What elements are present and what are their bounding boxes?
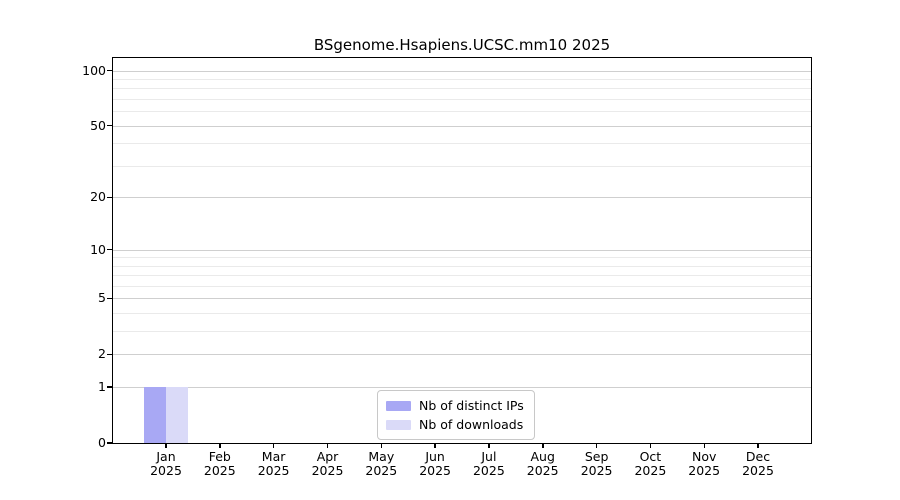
x-tick-label: Jul 2025 [454, 450, 524, 478]
major-gridline [113, 125, 811, 127]
x-tick-label: Feb 2025 [185, 450, 255, 478]
x-tick-month: Oct [639, 449, 662, 464]
minor-gridline [113, 257, 811, 259]
legend-swatch [386, 419, 411, 430]
x-tick-month: Feb [208, 449, 231, 464]
x-tick-month: Mar [261, 449, 286, 464]
x-tick-mark [326, 443, 329, 448]
x-tick-year: 2025 [634, 463, 667, 478]
y-tick-label: 20 [90, 189, 106, 205]
major-gridline [113, 197, 811, 199]
x-tick-label: Nov 2025 [669, 450, 739, 478]
x-tick-year: 2025 [203, 463, 236, 478]
y-tick-mark [107, 297, 112, 300]
bar-nb-of-distinct-ips [144, 387, 166, 443]
y-tick-label: 0 [98, 435, 106, 450]
y-tick-mark [107, 196, 112, 199]
x-tick-label: Aug 2025 [508, 450, 578, 478]
x-tick-label: Mar 2025 [239, 450, 309, 478]
x-tick-label: Apr 2025 [293, 450, 363, 478]
x-tick-mark [757, 443, 759, 448]
plot-area [107, 57, 812, 448]
legend-item: Nb of distinct IPs [386, 396, 524, 415]
minor-gridline [113, 331, 811, 333]
minor-gridline [113, 275, 811, 277]
bar-nb-of-downloads [166, 387, 188, 443]
y-tick-label: 2 [98, 346, 106, 362]
y-tick-label: 1 [98, 379, 106, 395]
y-tick-mark [107, 69, 112, 72]
major-gridline [113, 70, 811, 72]
y-tick-label: 5 [98, 290, 106, 306]
major-gridline [113, 354, 811, 356]
x-tick-month: Jun [425, 449, 445, 464]
x-tick-year: 2025 [150, 463, 182, 478]
x-tick-mark [649, 443, 652, 448]
x-tick-month: Sep [584, 449, 609, 464]
minor-gridline [113, 99, 811, 100]
legend-item: Nb of downloads [386, 415, 524, 434]
major-gridline [113, 298, 811, 300]
x-tick-label: Sep 2025 [562, 450, 632, 478]
x-tick-mark [165, 443, 167, 448]
x-tick-mark [380, 443, 382, 448]
minor-gridline [113, 286, 811, 287]
legend: Nb of distinct IPs Nb of downloads [377, 390, 535, 440]
x-tick-mark [595, 443, 598, 448]
major-gridline [113, 387, 811, 389]
minor-gridline [113, 111, 811, 113]
minor-gridline [113, 88, 811, 90]
x-tick-month: Aug [530, 449, 555, 464]
x-tick-month: Nov [691, 449, 717, 464]
x-tick-month: Jan [156, 449, 176, 464]
minor-gridline [113, 265, 811, 267]
x-tick-year: 2025 [257, 463, 290, 478]
chart-title: BSgenome.Hsapiens.UCSC.mm10 2025 [313, 36, 611, 54]
x-tick-mark [272, 443, 275, 448]
x-tick-label: Dec 2025 [723, 450, 793, 478]
x-tick-year: 2025 [311, 463, 344, 478]
x-tick-year: 2025 [580, 463, 613, 478]
y-tick-mark [107, 353, 112, 356]
legend-swatch [386, 400, 411, 411]
x-tick-year: 2025 [472, 463, 505, 478]
x-tick-year: 2025 [742, 463, 774, 478]
minor-gridline [113, 313, 811, 315]
y-tick-label: 50 [90, 117, 106, 133]
legend-label: Nb of distinct IPs [419, 398, 524, 413]
x-tick-label: Jun 2025 [400, 450, 470, 478]
x-tick-label: Jan 2025 [131, 450, 201, 478]
x-tick-label: May 2025 [346, 450, 416, 478]
x-tick-month: Apr [316, 449, 339, 464]
x-tick-mark [219, 443, 221, 448]
minor-gridline [113, 143, 811, 145]
y-tick-mark [107, 442, 112, 444]
x-tick-mark [488, 443, 490, 448]
x-tick-year: 2025 [365, 463, 398, 478]
y-tick-mark [107, 124, 112, 127]
x-tick-month: Dec [745, 449, 771, 464]
x-tick-label: Oct 2025 [615, 450, 685, 478]
y-tick-mark [107, 248, 112, 251]
minor-gridline [113, 79, 811, 80]
x-tick-year: 2025 [419, 463, 451, 478]
y-tick-label: 10 [90, 241, 106, 257]
plot-border [112, 57, 812, 444]
x-tick-year: 2025 [688, 463, 721, 478]
x-tick-year: 2025 [526, 463, 559, 478]
x-tick-mark [703, 443, 705, 448]
major-gridline [113, 249, 811, 251]
x-tick-month: Jul [481, 449, 497, 464]
x-tick-mark [434, 443, 436, 448]
legend-label: Nb of downloads [419, 417, 524, 432]
minor-gridline [113, 165, 811, 167]
y-tick-mark [107, 386, 112, 388]
y-tick-label: 100 [82, 62, 106, 78]
x-tick-mark [542, 443, 544, 448]
x-tick-month: May [368, 449, 395, 464]
